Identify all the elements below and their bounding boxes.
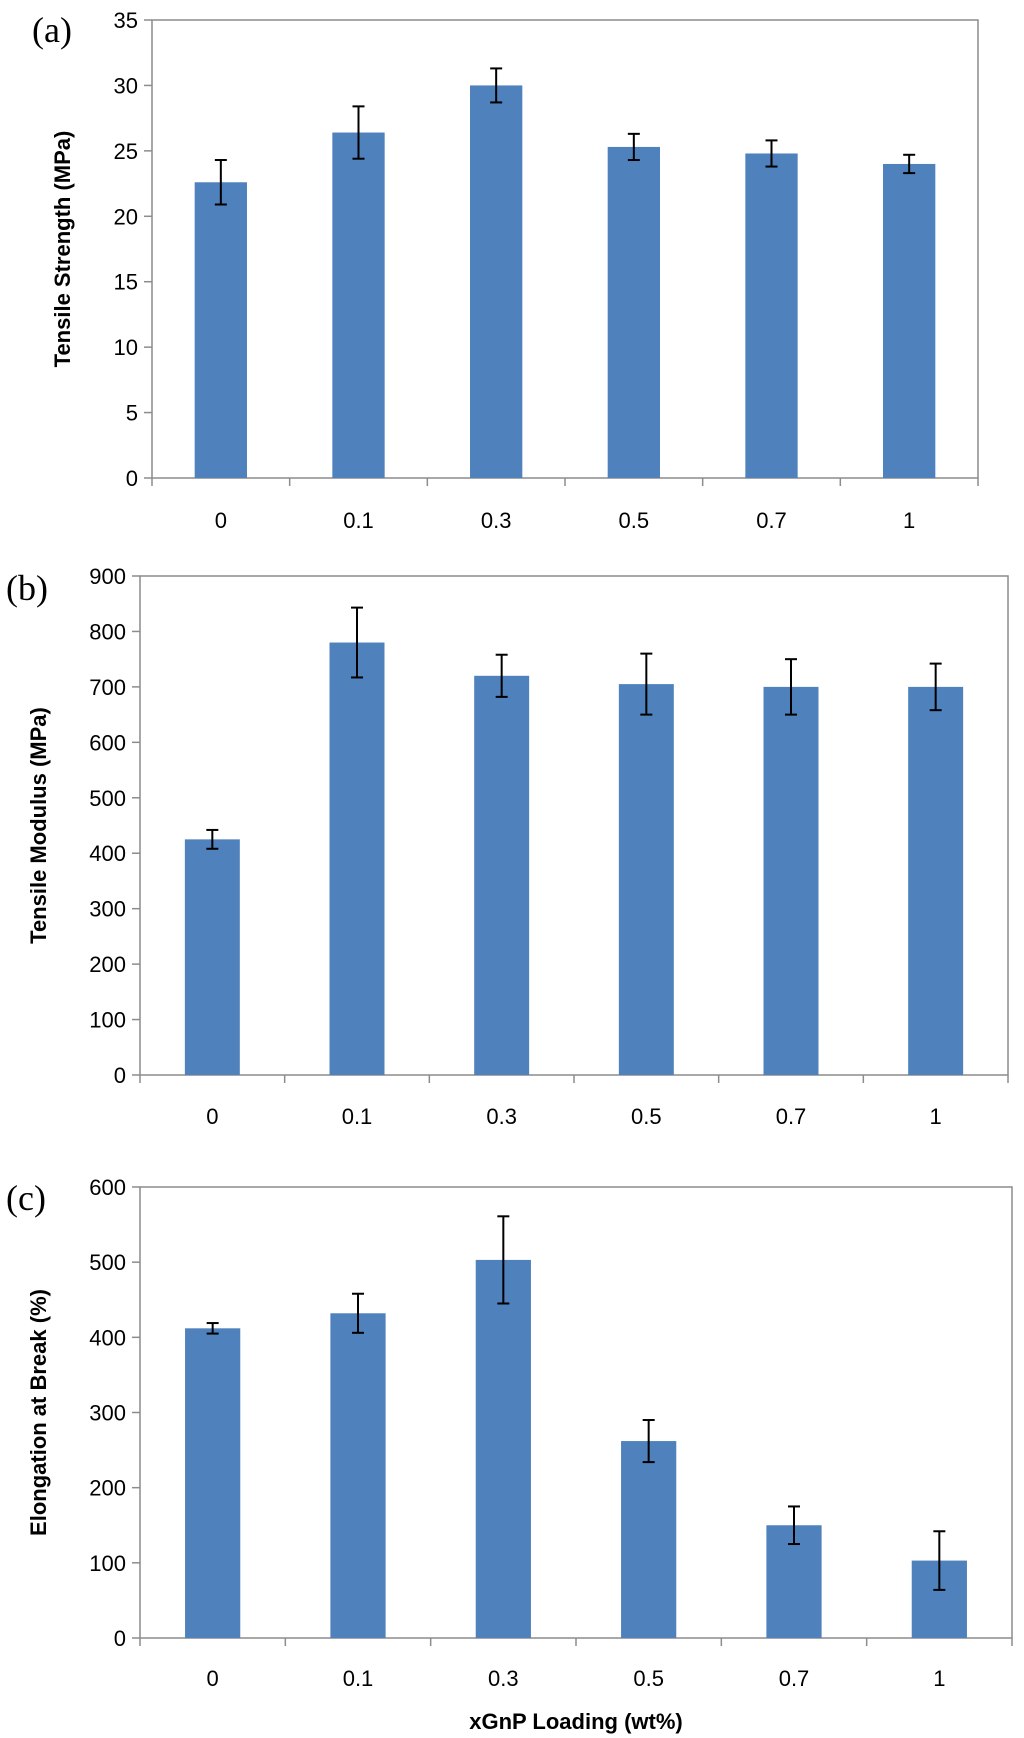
- y-tick-label: 0: [114, 1626, 126, 1651]
- x-tick-label: 1: [903, 508, 915, 533]
- x-tick-label: 0.5: [619, 508, 650, 533]
- y-tick-label: 700: [89, 675, 126, 700]
- error-bar-0: [214, 159, 227, 206]
- x-tick-label: 0.7: [779, 1666, 810, 1691]
- chart-panel-c: 0 100 200 300 400 500 600 0 0.1 0.3 0.5 0.7 1 Elongat…: [6, 1175, 1013, 1734]
- error-bar-0.1: [352, 1292, 364, 1334]
- bar-1: [883, 163, 936, 478]
- y-tick-label: 200: [89, 1476, 126, 1501]
- x-tick-label: 1: [933, 1666, 945, 1691]
- y-tick-label: 400: [89, 1325, 126, 1350]
- y-tick-label: 5: [126, 401, 138, 426]
- bar-0: [184, 839, 240, 1075]
- y-axis-title: Tensile Strength (MPa): [50, 131, 75, 368]
- x-tick-label: 1: [930, 1104, 942, 1129]
- x-tick-label: 0.5: [631, 1104, 662, 1129]
- x-axis-title: xGnP Loading (wt%): [469, 1709, 682, 1734]
- x-tick-label: 0.7: [776, 1104, 807, 1129]
- error-bar-0.1: [351, 606, 363, 679]
- panel-label: (c): [6, 1178, 46, 1218]
- error-bar-1: [933, 1530, 946, 1591]
- y-tick-label: 10: [114, 335, 138, 360]
- bar-0.1: [329, 642, 385, 1075]
- y-tick-label: 500: [89, 1250, 126, 1275]
- error-bar-0.5: [640, 652, 653, 716]
- plot-frame: [139, 1186, 1013, 1639]
- bar-0.1: [330, 1313, 386, 1638]
- chart-panel-a: 0 5 10 15 20 25 30 35 0 0.1 0.3 0.5 0.7 1 Tensile Stre…: [32, 8, 979, 533]
- error-bar-0.1: [352, 105, 365, 160]
- y-axis-title: Elongation at Break (%): [26, 1289, 51, 1536]
- panel-label: (a): [32, 10, 72, 50]
- x-tick-label: 0: [206, 1104, 218, 1129]
- error-bar-0: [206, 828, 219, 850]
- x-tick-label: 0: [207, 1666, 219, 1691]
- error-bar-0.5: [627, 132, 640, 162]
- y-tick-label: 20: [114, 204, 138, 229]
- chart-panel-b: 0 100 200 300 400 500 600 700 800 900 0 0.1 0.3 0.5 0.…: [6, 564, 1009, 1129]
- y-tick-label: 600: [89, 730, 126, 755]
- x-tick-label: 0.3: [481, 508, 512, 533]
- y-tick-label: 30: [114, 73, 138, 98]
- x-tick-label: 0.5: [633, 1666, 664, 1691]
- y-tick-label: 15: [114, 270, 138, 295]
- y-axis-title: Tensile Modulus (MPa): [26, 707, 51, 944]
- bar-0.5: [618, 684, 674, 1075]
- error-bar-0.3: [497, 1215, 510, 1305]
- y-tick-label: 500: [89, 786, 126, 811]
- bar-0: [185, 1328, 241, 1638]
- y-tick-label: 100: [89, 1551, 126, 1576]
- error-bar-0.7: [785, 658, 797, 716]
- bar-0.5: [607, 146, 660, 478]
- bar-0.3: [474, 675, 530, 1075]
- bar-0.1: [332, 132, 385, 478]
- x-tick-label: 0.3: [488, 1666, 519, 1691]
- y-tick-label: 900: [89, 564, 126, 589]
- bar-1: [908, 686, 964, 1075]
- error-bar-0: [206, 1322, 219, 1335]
- y-tick-label: 300: [89, 897, 126, 922]
- y-tick-label: 200: [89, 952, 126, 977]
- bar-0: [194, 182, 247, 478]
- y-tick-label: 600: [89, 1175, 126, 1200]
- x-tick-label: 0.1: [343, 1666, 374, 1691]
- error-bar-0.3: [495, 653, 508, 698]
- y-tick-label: 100: [89, 1008, 126, 1033]
- y-tick-label: 400: [89, 841, 126, 866]
- plot-frame: [151, 19, 979, 479]
- x-tick-label: 0.3: [486, 1104, 517, 1129]
- x-tick-label: 0.7: [756, 508, 787, 533]
- bar-0.7: [745, 153, 798, 478]
- error-bar-0.7: [765, 139, 778, 168]
- error-bar-0.5: [642, 1419, 655, 1464]
- x-tick-label: 0.1: [342, 1104, 373, 1129]
- error-bar-0.7: [788, 1505, 800, 1546]
- y-tick-label: 25: [114, 139, 138, 164]
- x-tick-label: 0: [215, 508, 227, 533]
- plot-frame: [139, 575, 1009, 1076]
- error-bar-1: [903, 153, 916, 175]
- y-tick-label: 300: [89, 1401, 126, 1426]
- bar-0.7: [763, 686, 819, 1075]
- error-bar-0.3: [490, 67, 503, 104]
- y-tick-label: 35: [114, 8, 138, 33]
- y-tick-label: 0: [126, 466, 138, 491]
- y-tick-label: 0: [114, 1063, 126, 1088]
- y-tick-label: 800: [89, 619, 126, 644]
- bar-0.3: [475, 1259, 531, 1638]
- panel-label: (b): [6, 568, 48, 608]
- error-bar-1: [929, 662, 942, 712]
- x-tick-label: 0.1: [343, 508, 374, 533]
- bar-0.5: [621, 1441, 677, 1638]
- bar-0.3: [470, 85, 523, 478]
